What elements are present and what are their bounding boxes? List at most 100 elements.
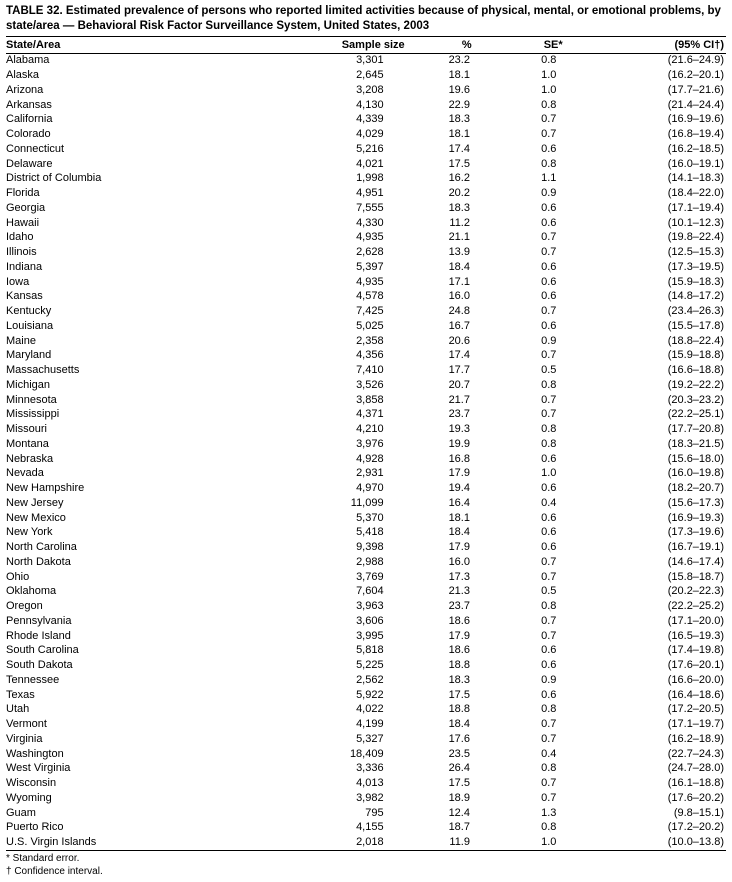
table-row: Mississippi4,37123.70.7(22.2–25.1)	[6, 408, 726, 423]
cell-state: Mississippi	[6, 408, 323, 423]
cell-state: South Dakota	[6, 659, 323, 674]
cell-se: 0.8	[510, 98, 596, 113]
cell-state: South Carolina	[6, 644, 323, 659]
cell-sample: 3,982	[323, 791, 424, 806]
cell-se: 0.7	[510, 570, 596, 585]
cell-ci: (9.8–15.1)	[596, 806, 726, 821]
cell-sample: 4,371	[323, 408, 424, 423]
cell-ci: (16.2–18.9)	[596, 732, 726, 747]
cell-ci: (18.8–22.4)	[596, 334, 726, 349]
table-row: Texas5,92217.50.6(16.4–18.6)	[6, 688, 726, 703]
cell-state: Louisiana	[6, 319, 323, 334]
cell-se: 0.7	[510, 777, 596, 792]
cell-sample: 4,578	[323, 290, 424, 305]
cell-pct: 17.3	[424, 570, 510, 585]
cell-se: 0.7	[510, 614, 596, 629]
cell-sample: 4,130	[323, 98, 424, 113]
cell-ci: (16.0–19.1)	[596, 157, 726, 172]
cell-se: 0.9	[510, 187, 596, 202]
cell-sample: 1,998	[323, 172, 424, 187]
header-pct: %	[424, 37, 510, 54]
cell-ci: (12.5–15.3)	[596, 246, 726, 261]
cell-pct: 19.6	[424, 83, 510, 98]
table-row: New Mexico5,37018.10.6(16.9–19.3)	[6, 511, 726, 526]
cell-pct: 17.1	[424, 275, 510, 290]
table-row: Kansas4,57816.00.6(14.8–17.2)	[6, 290, 726, 305]
cell-ci: (16.0–19.8)	[596, 467, 726, 482]
cell-state: California	[6, 113, 323, 128]
cell-se: 0.7	[510, 791, 596, 806]
cell-sample: 5,418	[323, 526, 424, 541]
cell-sample: 5,025	[323, 319, 424, 334]
cell-sample: 4,935	[323, 231, 424, 246]
cell-ci: (16.9–19.3)	[596, 511, 726, 526]
cell-pct: 18.8	[424, 659, 510, 674]
cell-sample: 2,645	[323, 69, 424, 84]
table-row: Minnesota3,85821.70.7(20.3–23.2)	[6, 393, 726, 408]
cell-ci: (16.8–19.4)	[596, 128, 726, 143]
cell-state: Maine	[6, 334, 323, 349]
cell-se: 0.8	[510, 437, 596, 452]
cell-state: Indiana	[6, 260, 323, 275]
footnotes: * Standard error. † Confidence interval.	[6, 851, 726, 878]
cell-pct: 23.7	[424, 600, 510, 615]
cell-ci: (17.2–20.2)	[596, 821, 726, 836]
cell-se: 0.4	[510, 496, 596, 511]
cell-pct: 13.9	[424, 246, 510, 261]
cell-ci: (17.6–20.1)	[596, 659, 726, 674]
table-row: Hawaii4,33011.20.6(10.1–12.3)	[6, 216, 726, 231]
cell-ci: (22.7–24.3)	[596, 747, 726, 762]
cell-sample: 5,818	[323, 644, 424, 659]
cell-se: 0.6	[510, 644, 596, 659]
cell-pct: 18.8	[424, 703, 510, 718]
cell-state: U.S. Virgin Islands	[6, 836, 323, 851]
cell-pct: 17.5	[424, 688, 510, 703]
table-row: Colorado4,02918.10.7(16.8–19.4)	[6, 128, 726, 143]
footnote-se: * Standard error.	[6, 853, 726, 866]
cell-ci: (18.4–22.0)	[596, 187, 726, 202]
table-row: Indiana5,39718.40.6(17.3–19.5)	[6, 260, 726, 275]
cell-state: Arkansas	[6, 98, 323, 113]
cell-state: Georgia	[6, 201, 323, 216]
cell-state: Minnesota	[6, 393, 323, 408]
cell-ci: (17.3–19.6)	[596, 526, 726, 541]
cell-se: 1.0	[510, 83, 596, 98]
cell-pct: 21.7	[424, 393, 510, 408]
cell-se: 0.7	[510, 732, 596, 747]
cell-ci: (16.6–20.0)	[596, 673, 726, 688]
cell-pct: 26.4	[424, 762, 510, 777]
table-row: Montana3,97619.90.8(18.3–21.5)	[6, 437, 726, 452]
table-row: Guam79512.41.3(9.8–15.1)	[6, 806, 726, 821]
cell-pct: 16.7	[424, 319, 510, 334]
cell-state: Utah	[6, 703, 323, 718]
cell-ci: (23.4–26.3)	[596, 305, 726, 320]
table-row: Pennsylvania3,60618.60.7(17.1–20.0)	[6, 614, 726, 629]
cell-state: District of Columbia	[6, 172, 323, 187]
table-row: Alabama3,30123.20.8(21.6–24.9)	[6, 53, 726, 68]
cell-sample: 2,018	[323, 836, 424, 851]
cell-state: Alaska	[6, 69, 323, 84]
cell-se: 0.7	[510, 231, 596, 246]
table-row: New Hampshire4,97019.40.6(18.2–20.7)	[6, 482, 726, 497]
cell-pct: 18.1	[424, 69, 510, 84]
header-row: State/Area Sample size % SE* (95% CI†)	[6, 37, 726, 54]
cell-ci: (22.2–25.2)	[596, 600, 726, 615]
cell-ci: (16.6–18.8)	[596, 364, 726, 379]
cell-ci: (17.4–19.8)	[596, 644, 726, 659]
cell-se: 0.6	[510, 482, 596, 497]
table-row: Arkansas4,13022.90.8(21.4–24.4)	[6, 98, 726, 113]
cell-ci: (14.8–17.2)	[596, 290, 726, 305]
table-row: Wisconsin4,01317.50.7(16.1–18.8)	[6, 777, 726, 792]
cell-se: 0.5	[510, 585, 596, 600]
table-row: Virginia5,32717.60.7(16.2–18.9)	[6, 732, 726, 747]
cell-sample: 4,330	[323, 216, 424, 231]
cell-state: Wisconsin	[6, 777, 323, 792]
cell-ci: (21.6–24.9)	[596, 53, 726, 68]
table-row: West Virginia3,33626.40.8(24.7–28.0)	[6, 762, 726, 777]
cell-pct: 18.4	[424, 260, 510, 275]
cell-se: 0.6	[510, 541, 596, 556]
cell-pct: 16.4	[424, 496, 510, 511]
cell-pct: 17.9	[424, 629, 510, 644]
cell-ci: (15.8–18.7)	[596, 570, 726, 585]
cell-state: Maryland	[6, 349, 323, 364]
